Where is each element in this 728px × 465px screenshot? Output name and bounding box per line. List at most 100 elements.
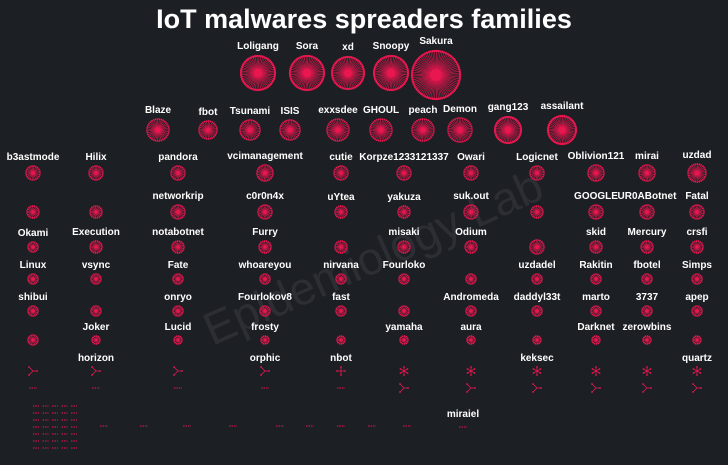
node-nbot: nbot — [330, 353, 352, 376]
node-marto: marto — [582, 292, 610, 317]
node-label: Korpze1233121337 — [359, 152, 449, 163]
node-fate: Fate — [168, 260, 189, 285]
node-unlabeled — [27, 334, 39, 346]
node-logicnet: Logicnet — [516, 152, 558, 181]
node-networkrip: networkrip — [152, 191, 204, 220]
node-linux: Linux — [20, 260, 47, 285]
node-label: pandora — [158, 152, 198, 163]
node-crsfi: crsfi — [686, 227, 708, 254]
node-label: exxsdee — [318, 105, 358, 116]
node-assailant: assailant — [541, 101, 584, 146]
node-uzdad: uzdad — [683, 150, 711, 183]
node-okami: Okami — [18, 228, 49, 253]
node-label: Sakura — [419, 36, 453, 47]
node-korpze1233121337: Korpze1233121337 — [359, 152, 449, 181]
node-3737: 3737 — [636, 292, 659, 317]
node-skid: skid — [586, 227, 606, 254]
node-fourloko: Fourloko — [383, 260, 425, 285]
node-c0r0n4x: c0r0n4x — [246, 191, 284, 220]
node-label: Demon — [443, 104, 477, 115]
node-label: keksec — [520, 353, 554, 364]
node-label: Mercury — [628, 227, 667, 238]
node-unlabeled — [399, 383, 409, 393]
node-label: Okami — [18, 228, 49, 239]
node-label: Blaze — [145, 105, 172, 116]
node-label: Owari — [457, 152, 485, 163]
node-unlabeled — [692, 335, 702, 345]
node-unlabeled — [26, 205, 40, 219]
node-miraiel: miraiel — [447, 409, 479, 428]
node-label: suk.out — [453, 191, 489, 202]
node-unlabeled — [591, 366, 601, 376]
node-label: Loligang — [237, 41, 279, 52]
node-snoopy: Snoopy — [373, 41, 410, 92]
node-yakuza: yakuza — [387, 192, 421, 219]
node-unlabeled — [466, 366, 476, 376]
node-yamaha: yamaha — [385, 322, 423, 345]
node-label: nirvana — [323, 260, 359, 271]
node-tsunami: Tsunami — [230, 106, 271, 141]
node-label: Darknet — [577, 322, 615, 333]
node-label: nbot — [330, 353, 352, 364]
node-execution: Execution — [72, 227, 120, 254]
node-rakitin: Rakitin — [579, 260, 613, 285]
node-unlabeled — [529, 239, 545, 255]
node-unlabeled — [642, 383, 652, 393]
node-label: zerowbins — [623, 322, 672, 333]
node-label: Hilix — [85, 152, 107, 163]
node-isis: ISIS — [279, 106, 301, 141]
node-label: yamaha — [385, 322, 423, 333]
node-label: Sora — [296, 41, 319, 52]
node-ur0abotnet: UR0ABotnet — [618, 191, 677, 220]
node-furry: Furry — [252, 227, 278, 254]
node-label: uYtea — [327, 192, 355, 203]
node-horizon: horizon — [78, 353, 114, 376]
node-unlabeled — [642, 366, 652, 376]
node-mercury: Mercury — [628, 227, 667, 254]
node-misaki: misaki — [388, 227, 420, 254]
node-label: whoareyou — [238, 260, 292, 271]
node-unlabeled — [591, 383, 601, 393]
node-label: Joker — [83, 322, 110, 333]
node-lucid: Lucid — [165, 322, 191, 345]
node-label: Odium — [455, 227, 487, 238]
node-keksec: keksec — [520, 353, 554, 376]
node-unlabeled — [692, 383, 702, 393]
node-label: fbotel — [633, 260, 660, 271]
node-label: assailant — [541, 101, 584, 112]
node-aura: aura — [460, 322, 482, 345]
node-label: peach — [409, 105, 438, 116]
node-daddyl33t: daddyl33t — [514, 292, 561, 317]
node-unlabeled — [334, 240, 348, 254]
node-uytea: uYtea — [327, 192, 355, 219]
node-label: quartz — [682, 353, 712, 364]
node-label: Fatal — [685, 191, 709, 202]
node-label: shibui — [18, 292, 48, 303]
node-shibui: shibui — [18, 292, 48, 317]
node-label: Rakitin — [579, 260, 612, 271]
node-label: misaki — [388, 227, 419, 238]
node-google: GOOGLE — [574, 191, 618, 220]
node-label: horizon — [78, 353, 114, 364]
node-label: crsfi — [686, 227, 707, 238]
node-whoareyou: whoareyou — [238, 260, 292, 285]
node-label: Linux — [20, 260, 47, 271]
node-label: miraiel — [447, 409, 479, 420]
node-label: Oblivion121 — [568, 151, 625, 162]
node-label: mirai — [635, 151, 659, 162]
node-fast: fast — [332, 292, 351, 317]
node-label: Simps — [682, 260, 712, 271]
node-label: Tsunami — [230, 106, 271, 117]
node-oblivion121: Oblivion121 — [568, 151, 625, 182]
node-label: onryo — [164, 292, 192, 303]
node-unlabeled — [90, 305, 102, 317]
node-sukout: suk.out — [453, 191, 489, 220]
node-andromeda: Andromeda — [443, 292, 499, 317]
node-sora: Sora — [288, 41, 326, 92]
node-label: Logicnet — [516, 152, 558, 163]
node-nirvana: nirvana — [323, 260, 359, 285]
node-label: marto — [582, 292, 610, 303]
node-unlabeled — [28, 366, 38, 376]
node-apep: apep — [685, 292, 709, 317]
